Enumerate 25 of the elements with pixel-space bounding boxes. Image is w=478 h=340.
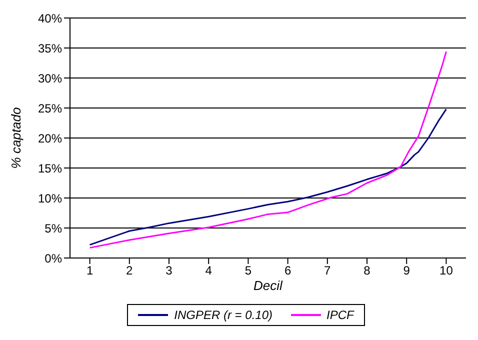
x-tick-label: 7 (324, 264, 332, 278)
y-tick-label: 35% (38, 41, 62, 56)
x-tick-label: 4 (205, 264, 212, 278)
x-tick-label: 6 (284, 264, 292, 278)
y-tick-label: 15% (38, 161, 62, 176)
legend-label: IPCF (326, 308, 354, 322)
x-tick-label: 5 (244, 264, 252, 278)
legend-label: INGPER (r = 0.10) (173, 308, 273, 322)
y-tick-label: 25% (38, 101, 62, 116)
y-tick-label: 10% (38, 191, 62, 206)
x-tick-label: 8 (364, 264, 371, 278)
x-axis-title: Decil (254, 278, 284, 293)
x-tick-label: 10 (440, 264, 454, 278)
x-tick-label: 2 (126, 264, 134, 278)
y-tick-label: 40% (38, 11, 62, 26)
x-tick-label: 1 (86, 264, 94, 278)
x-tick-label: 3 (166, 264, 173, 278)
x-tick-label: 9 (403, 264, 410, 278)
line-series (89, 50, 447, 249)
y-tick-label: 20% (38, 131, 62, 146)
y-tick-label: 30% (38, 71, 62, 86)
y-tick-label: 0% (44, 251, 62, 266)
line-series (89, 108, 447, 246)
y-tick-label: 5% (44, 221, 62, 236)
y-axis-title: % captado (8, 107, 24, 169)
